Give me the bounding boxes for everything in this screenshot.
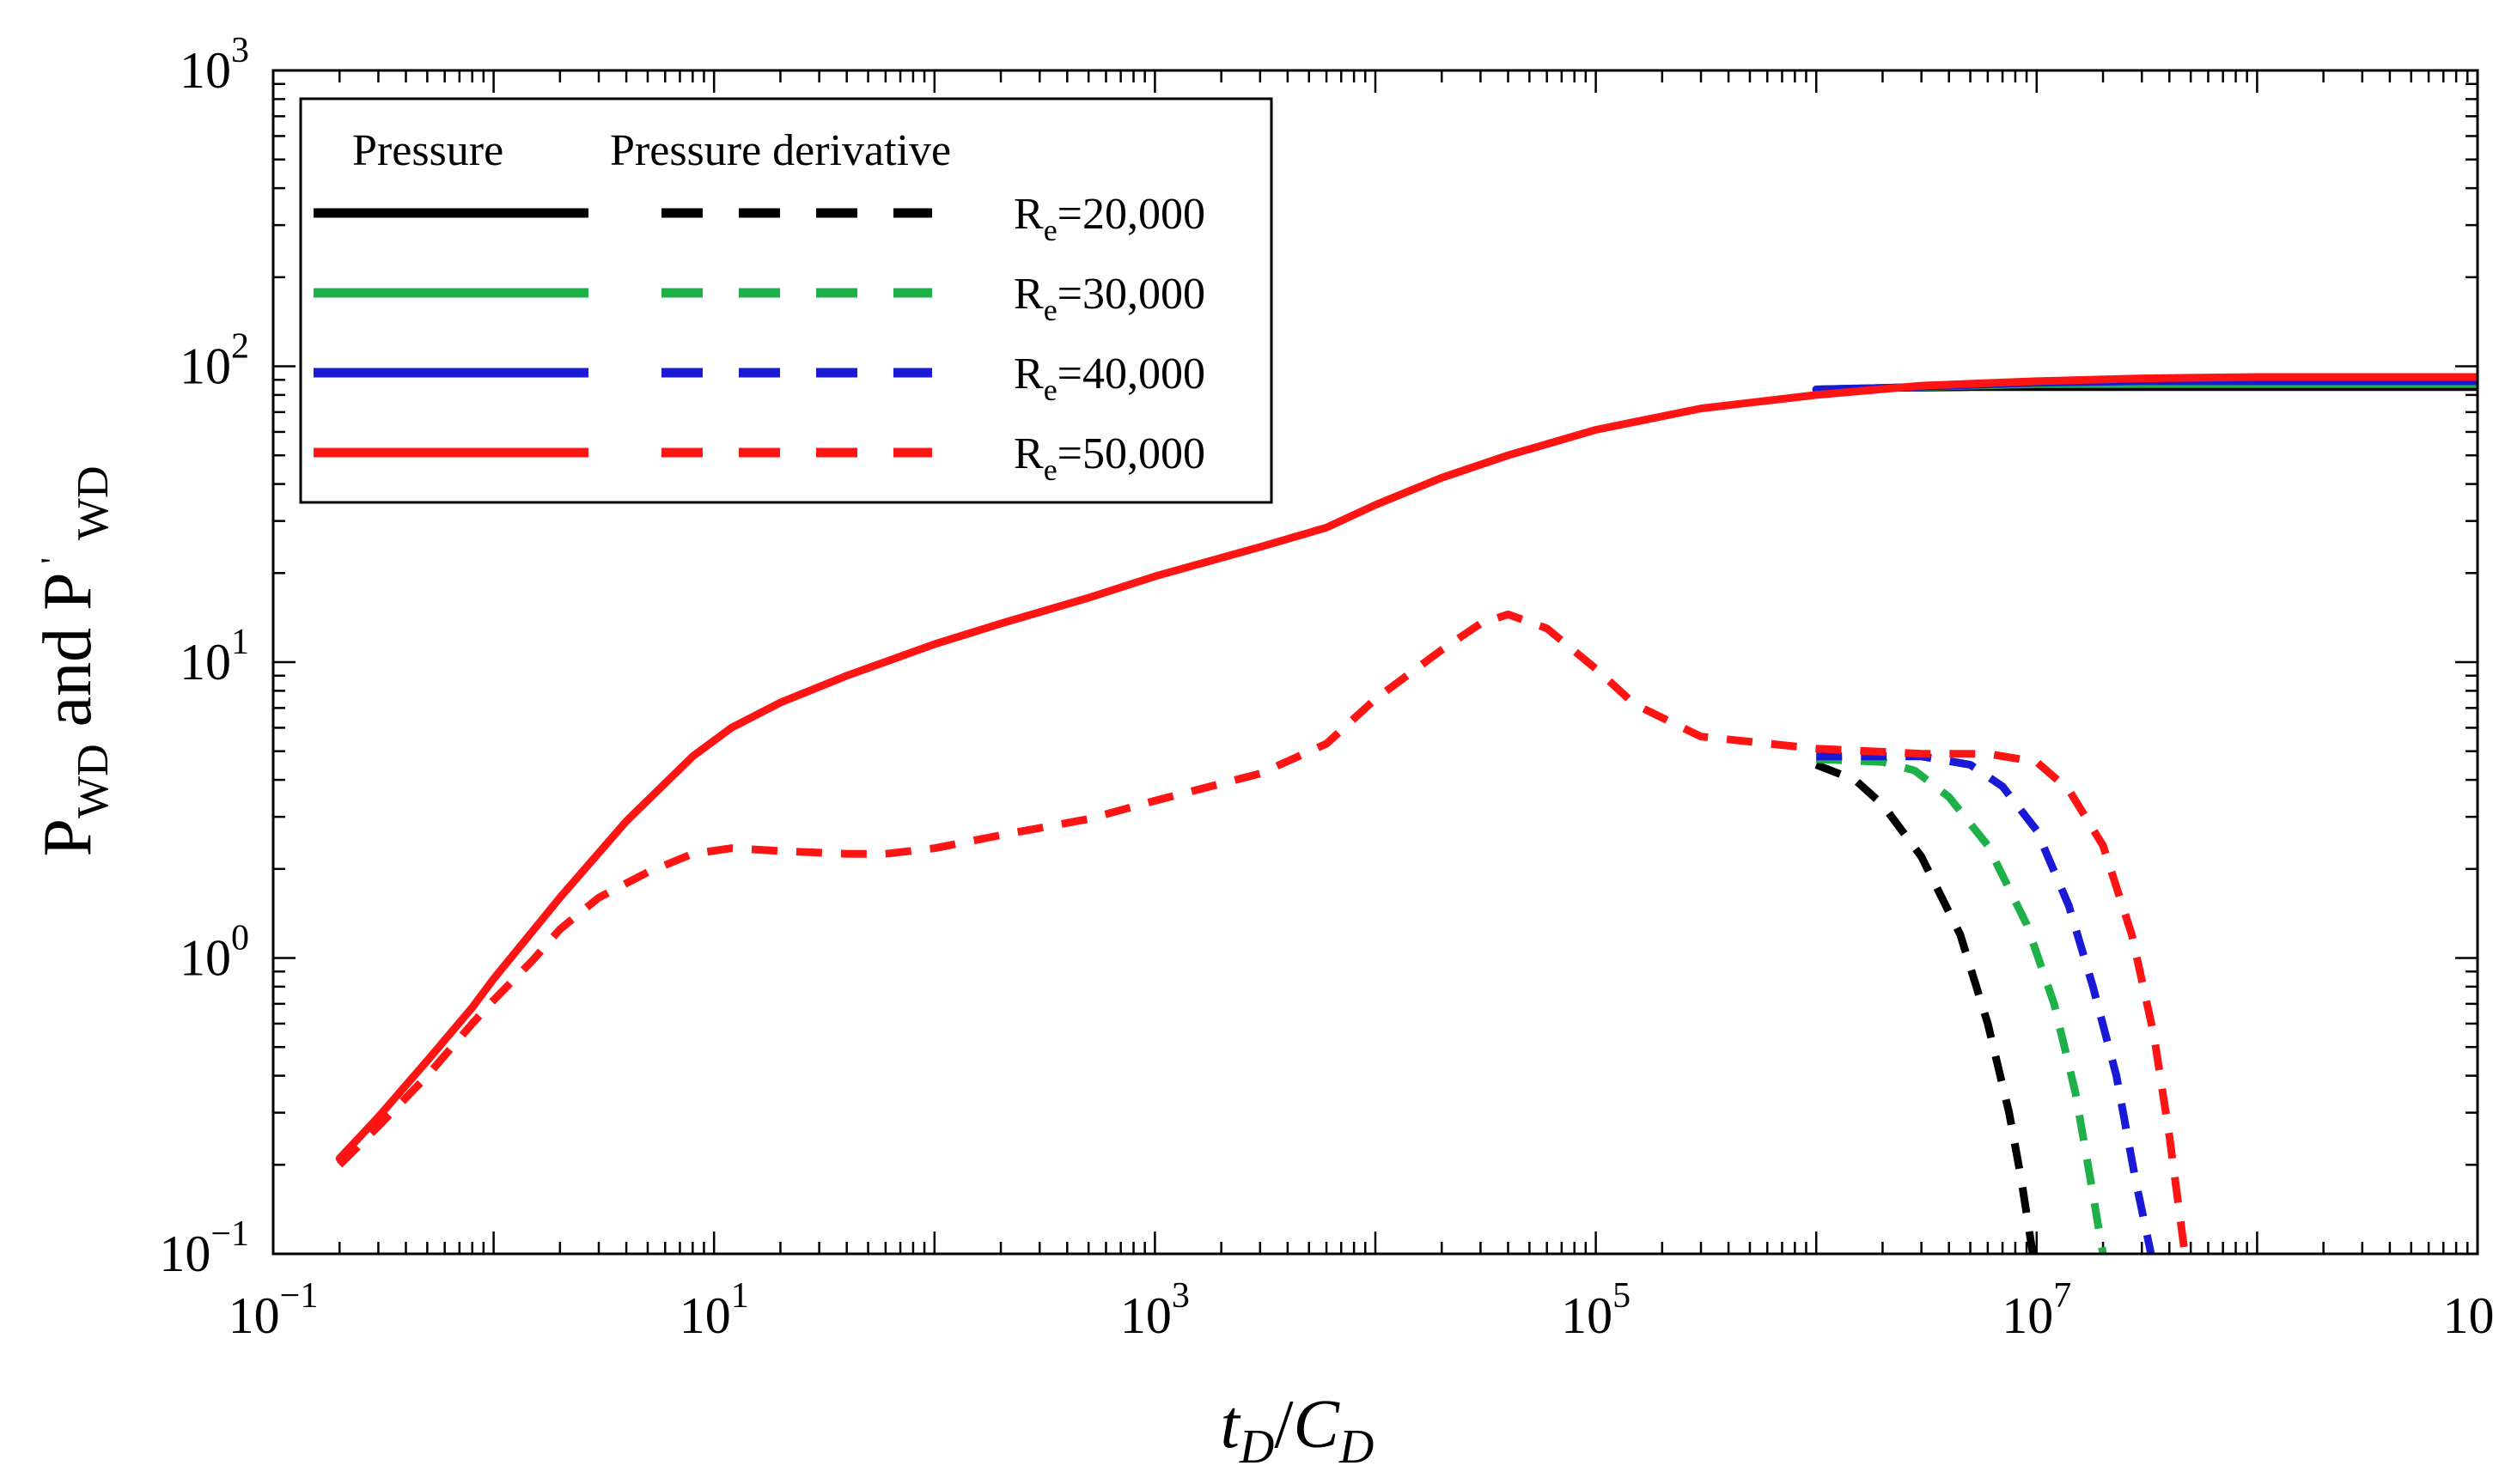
axis-ticks xyxy=(271,70,2478,1256)
derivative-line-1 xyxy=(1814,761,2037,1254)
y-axis-label: PWD and P'WD xyxy=(30,466,118,857)
y-tick-labels: 10−1 100 101 102 103 xyxy=(159,31,249,1282)
legend-label-4: Re=50,000 xyxy=(1014,429,1205,487)
legend: Pressure Pressure derivative Re=20,000Re… xyxy=(299,97,1273,504)
derivative-line-3 xyxy=(1816,752,2155,1254)
x-tick-label: 105 xyxy=(1561,1276,1631,1344)
legend-label-2: Re=30,000 xyxy=(1014,270,1205,327)
pressure-line-4 xyxy=(335,373,2478,1163)
x-tick-label: 101 xyxy=(680,1276,749,1344)
x-axis-label: tD/CD xyxy=(1221,1387,1375,1474)
y-tick-label: 101 xyxy=(180,623,249,690)
plot-area-frame xyxy=(271,69,2479,1256)
y-tick-label: 100 xyxy=(180,919,249,987)
derivative-line-4 xyxy=(337,610,2189,1254)
legend-box xyxy=(299,97,1273,504)
legend-label-1: Re=20,000 xyxy=(1014,190,1205,247)
series-lines xyxy=(335,373,2478,1254)
y-tick-label: 102 xyxy=(180,327,249,395)
x-tick-label: 109 xyxy=(2443,1276,2493,1344)
x-tick-label: 107 xyxy=(2002,1276,2071,1344)
x-tick-labels: 10−1 101 103 105 107 109 xyxy=(229,1276,2493,1344)
y-tick-label: 103 xyxy=(180,31,249,99)
legend-header-derivative: Pressure derivative xyxy=(610,126,951,175)
legend-label-3: Re=40,000 xyxy=(1014,350,1205,407)
legend-rows: Re=20,000 Re=30,000 Re=40,000 Re=50,000 xyxy=(314,190,1205,487)
x-tick-label: 10−1 xyxy=(229,1276,319,1344)
legend-header-pressure: Pressure xyxy=(352,126,503,175)
x-tick-label: 103 xyxy=(1120,1276,1190,1344)
derivative-line-2 xyxy=(1816,755,2107,1254)
y-tick-label: 10−1 xyxy=(159,1214,249,1282)
